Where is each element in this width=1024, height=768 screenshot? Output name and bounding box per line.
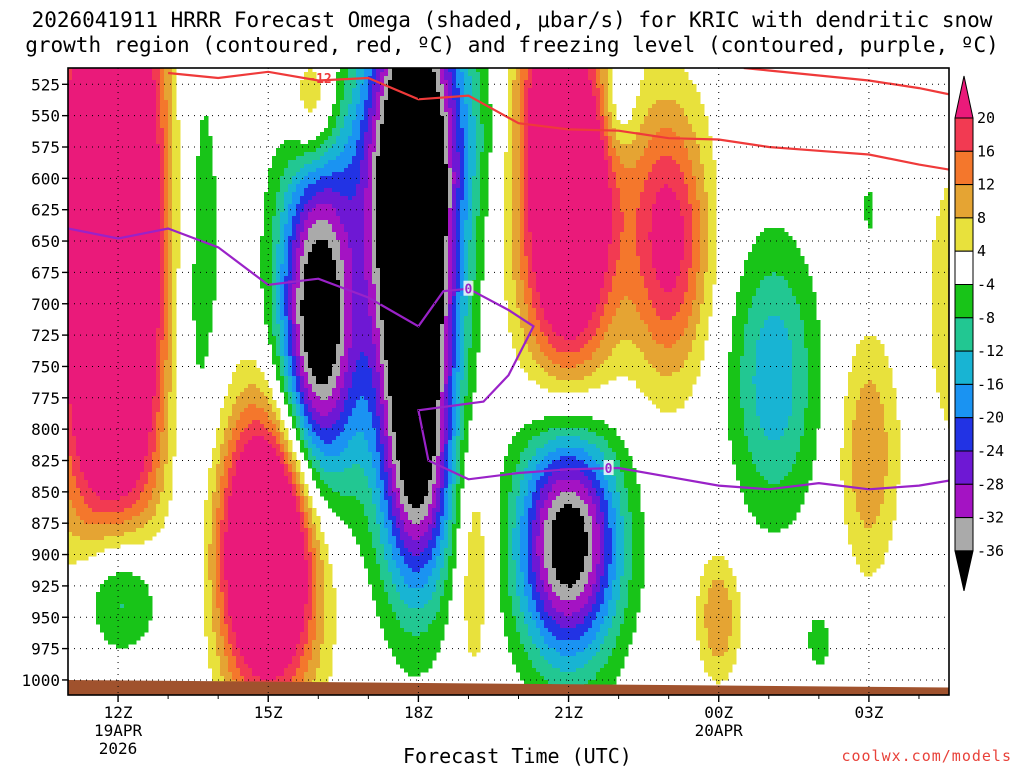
colorbar-swatch-3 bbox=[955, 218, 973, 251]
x-tick-label-18Z: 18Z bbox=[404, 703, 433, 722]
omega-shading bbox=[68, 68, 953, 697]
y-tick-label-725: 725 bbox=[31, 326, 60, 345]
omega-time-height-chart: -12 0 0 525 550 575 600 625 650 675 700 725 750 775 8… bbox=[0, 0, 1024, 768]
colorbar-label-6: -8 bbox=[977, 309, 995, 327]
colorbar-label-4: 4 bbox=[977, 242, 986, 260]
colorbar-swatch-6 bbox=[955, 318, 973, 351]
y-tick-label-975: 975 bbox=[31, 640, 60, 659]
x-tick-year-12Z: 2026 bbox=[99, 739, 138, 758]
colorbar-swatch-4 bbox=[955, 251, 973, 284]
y-tick-label-825: 825 bbox=[31, 452, 60, 471]
x-tick-date-00Z: 20APR bbox=[695, 721, 744, 740]
colorbar-swatch-1 bbox=[955, 151, 973, 184]
x-tick-label-12Z: 12Z bbox=[104, 703, 133, 722]
x-tick-label-15Z: 15Z bbox=[254, 703, 283, 722]
y-tick-label-775: 775 bbox=[31, 389, 60, 408]
colorbar-label-9: -20 bbox=[977, 409, 1004, 427]
y-tick-label-525: 525 bbox=[31, 75, 60, 94]
y-tick-label-750: 750 bbox=[31, 357, 60, 376]
freezing-level-label-0: 0 bbox=[464, 283, 472, 298]
colorbar-swatch-11 bbox=[955, 484, 973, 517]
colorbar-label-5: -4 bbox=[977, 276, 995, 294]
colorbar: 20 16 12 8 4 -4 -8 -12 -16 -20 -24 -28 -32 -36 bbox=[955, 76, 1004, 591]
surface-terrain bbox=[68, 680, 949, 695]
colorbar-top-arrow bbox=[955, 76, 973, 118]
y-tick-label-650: 650 bbox=[31, 232, 60, 251]
y-tick-label-925: 925 bbox=[31, 577, 60, 596]
colorbar-swatch-2 bbox=[955, 185, 973, 218]
colorbar-swatch-9 bbox=[955, 418, 973, 451]
y-tick-label-1000: 1000 bbox=[21, 671, 60, 690]
colorbar-label-11: -28 bbox=[977, 475, 1004, 493]
colorbar-swatch-7 bbox=[955, 351, 973, 384]
x-tick-label-00Z: 00Z bbox=[704, 703, 733, 722]
y-tick-label-850: 850 bbox=[31, 483, 60, 502]
colorbar-label-3: 8 bbox=[977, 209, 986, 227]
y-tick-label-700: 700 bbox=[31, 295, 60, 314]
x-axis-label: Forecast Time (UTC) bbox=[403, 744, 632, 768]
y-tick-label-900: 900 bbox=[31, 546, 60, 565]
x-tick-label-21Z: 21Z bbox=[554, 703, 583, 722]
pressure-axis: 525 550 575 600 625 650 675 700 725 750 775 800 825 8… bbox=[21, 75, 68, 690]
y-tick-label-950: 950 bbox=[31, 608, 60, 627]
colorbar-label-0: 20 bbox=[977, 109, 995, 127]
colorbar-swatch-0 bbox=[955, 118, 973, 151]
colorbar-label-12: -32 bbox=[977, 509, 1004, 527]
y-tick-label-800: 800 bbox=[31, 420, 60, 439]
y-tick-label-600: 600 bbox=[31, 169, 60, 188]
x-tick-label-03Z: 03Z bbox=[854, 703, 883, 722]
freezing-level-label-1: 0 bbox=[605, 462, 613, 477]
y-tick-label-550: 550 bbox=[31, 107, 60, 126]
y-tick-label-675: 675 bbox=[31, 263, 60, 282]
colorbar-swatch-8 bbox=[955, 384, 973, 417]
dgz-contour-line-1 bbox=[744, 68, 949, 94]
colorbar-label-1: 16 bbox=[977, 142, 995, 160]
colorbar-label-10: -24 bbox=[977, 442, 1004, 460]
colorbar-label-2: 12 bbox=[977, 176, 995, 194]
y-tick-label-575: 575 bbox=[31, 138, 60, 157]
colorbar-bottom-arrow bbox=[955, 551, 973, 591]
colorbar-label-13: -36 bbox=[977, 542, 1004, 560]
colorbar-swatch-12 bbox=[955, 518, 973, 551]
colorbar-label-7: -12 bbox=[977, 342, 1004, 360]
credit-text[interactable]: coolwx.com/models bbox=[841, 747, 1012, 765]
colorbar-label-8: -16 bbox=[977, 375, 1004, 393]
colorbar-swatch-10 bbox=[955, 451, 973, 484]
x-tick-date-12Z: 19APR bbox=[94, 721, 143, 740]
colorbar-swatch-5 bbox=[955, 285, 973, 318]
y-tick-label-625: 625 bbox=[31, 201, 60, 220]
y-tick-label-875: 875 bbox=[31, 514, 60, 533]
